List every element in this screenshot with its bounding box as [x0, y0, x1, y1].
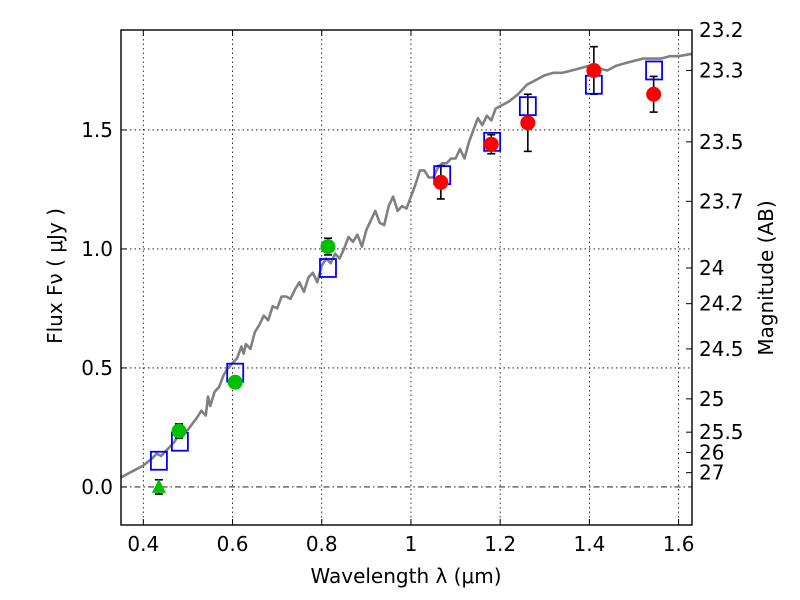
- x-tick-label: 1.4: [573, 532, 605, 556]
- right-tick-label: 26: [699, 440, 724, 464]
- right-axis-label: Magnitude (AB): [754, 200, 778, 355]
- right-tick-label: 23.2: [699, 18, 744, 42]
- marker-layer: [150, 60, 663, 493]
- x-tick-label: 0.6: [217, 532, 249, 556]
- right-tick-label: 27: [699, 461, 724, 485]
- right-tick-label: 24: [699, 256, 724, 280]
- right-tick-label: 25: [699, 387, 724, 411]
- plot-frame: [120, 29, 693, 526]
- red-data-point: [646, 86, 662, 102]
- model-photometry-square: [319, 258, 337, 278]
- right-tick-label: 23.3: [699, 58, 744, 82]
- x-tick-label: 1: [405, 532, 418, 556]
- red-data-point: [433, 174, 449, 190]
- model-spectrum-line: [120, 52, 693, 479]
- green-data-point: [227, 374, 243, 390]
- grid-layer: [121, 30, 692, 525]
- y-tick-label: 1.5: [81, 118, 113, 142]
- tick-label-layer: 0.4 0.6 0.8 1 1.2 1.4 1.6 0.0 0.5 1.0 1.5 23.2 23.3 2…: [81, 18, 743, 556]
- right-tick-label: 24.5: [699, 337, 744, 361]
- x-tick-label: 1.2: [484, 532, 516, 556]
- upper-limit-triangle: [151, 478, 166, 493]
- green-data-point: [320, 239, 336, 255]
- x-tick-label: 1.6: [663, 532, 695, 556]
- y-tick-label: 1.0: [81, 237, 113, 261]
- model-photometry-square: [645, 60, 663, 81]
- y-tick-label: 0.0: [81, 475, 113, 499]
- red-data-point: [483, 136, 499, 152]
- red-data-point: [586, 62, 602, 78]
- right-tick-label: 23.7: [699, 189, 744, 213]
- tick-layer: [121, 29, 692, 525]
- red-data-point: [520, 115, 536, 131]
- spectrum-layer: [120, 52, 693, 479]
- model-photometry-square: [150, 450, 168, 471]
- green-data-point: [171, 423, 187, 439]
- x-tick-label: 0.4: [127, 532, 159, 556]
- x-tick-label: 0.8: [306, 532, 338, 556]
- model-photometry-square: [518, 96, 537, 117]
- plot-area-background: [121, 30, 692, 525]
- x-axis-label: Wavelength λ (μm): [310, 564, 501, 588]
- y-tick-label: 0.5: [81, 356, 113, 380]
- right-tick-label: 25.5: [699, 420, 744, 444]
- y-axis-label: Flux Fν ( μJy ): [43, 208, 67, 344]
- right-tick-label: 23.5: [699, 130, 744, 154]
- right-tick-label: 24.2: [699, 292, 744, 316]
